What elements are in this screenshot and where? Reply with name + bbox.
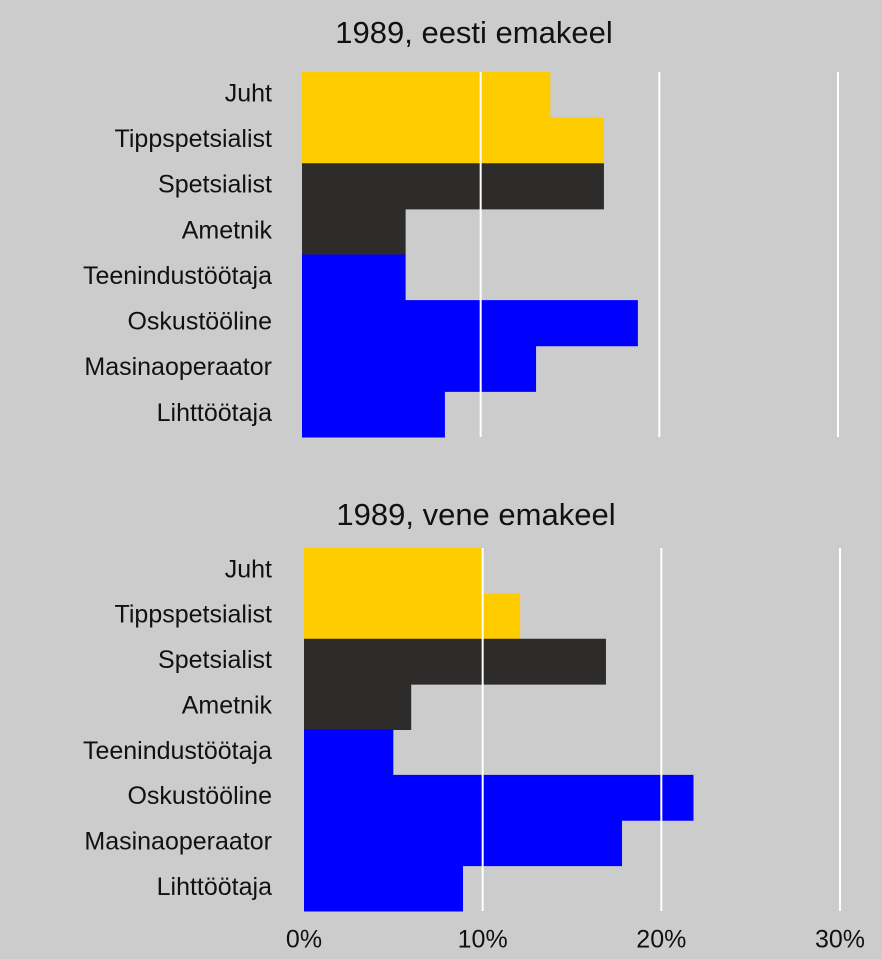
y-tick-label: Juht bbox=[225, 555, 272, 583]
y-tick-label: Oskustööline bbox=[127, 308, 272, 336]
y-tick-label: Lihttöötaja bbox=[157, 399, 272, 427]
y-tick-label: Spetsialist bbox=[158, 646, 272, 674]
bar bbox=[304, 820, 623, 867]
x-tick-label: 20% bbox=[636, 926, 686, 954]
y-tick-label: Spetsialist bbox=[158, 171, 272, 199]
y-tick-label: Masinaoperaator bbox=[84, 353, 272, 381]
bar bbox=[304, 865, 464, 912]
bar bbox=[302, 300, 638, 347]
y-tick-label: Masinaoperaator bbox=[84, 828, 272, 856]
bar bbox=[304, 593, 521, 640]
bar bbox=[304, 548, 483, 594]
y-tick-label: Lihttöötaja bbox=[157, 873, 272, 901]
x-tick-label: 30% bbox=[815, 926, 865, 954]
bar bbox=[304, 774, 694, 821]
chart-title: 1989, vene emakeel bbox=[336, 497, 615, 532]
bar bbox=[302, 345, 537, 392]
chart-title: 1989, eesti emakeel bbox=[335, 15, 612, 50]
bar bbox=[302, 72, 551, 119]
bar bbox=[302, 208, 406, 255]
y-tick-label: Oskustööline bbox=[127, 782, 272, 810]
x-tick-label: 10% bbox=[458, 926, 508, 954]
y-tick-label: Juht bbox=[225, 79, 272, 107]
y-tick-label: Ametnik bbox=[182, 216, 273, 244]
bar bbox=[302, 163, 604, 210]
bar bbox=[302, 254, 406, 301]
bar bbox=[304, 684, 412, 730]
y-tick-label: Teenindustöötaja bbox=[83, 262, 272, 290]
y-tick-label: Teenindustöötaja bbox=[83, 737, 272, 765]
bar bbox=[304, 638, 606, 685]
bar bbox=[302, 391, 445, 438]
y-tick-label: Tippspetsialist bbox=[115, 601, 273, 629]
bar bbox=[304, 729, 394, 776]
y-tick-label: Ametnik bbox=[182, 691, 273, 719]
y-tick-label: Tippspetsialist bbox=[115, 125, 273, 153]
x-tick-label: 0% bbox=[286, 926, 322, 954]
bar bbox=[302, 117, 604, 164]
